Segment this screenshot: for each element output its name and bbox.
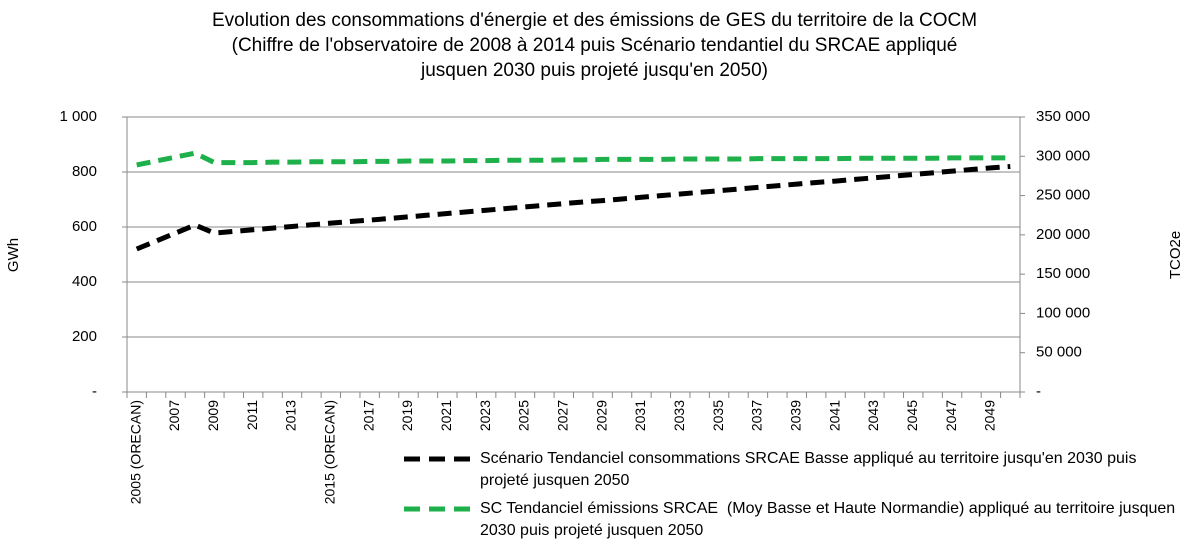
x-tick-label: 2027 — [554, 400, 570, 431]
title-line: Evolution des consommations d'énergie et… — [211, 10, 978, 31]
title-line: jusquen 2030 puis projeté jusqu'en 2050) — [421, 60, 768, 81]
y-tick-label: 200 — [72, 328, 97, 345]
x-tick-label: 2007 — [166, 400, 182, 431]
title-line: (Chiffre de l'observatoire de 2008 à 201… — [231, 35, 958, 56]
legend-swatch — [404, 456, 476, 462]
x-tick-label: 2029 — [593, 400, 609, 431]
x-tick-label: 2021 — [438, 400, 454, 431]
x-tick-label: 2037 — [749, 400, 765, 431]
y-axis-label: GWh — [5, 238, 22, 272]
legend-label: SC Tendanciel émissions SRCAE (Moy Basse… — [480, 500, 1180, 539]
x-tick-label: 2039 — [787, 400, 803, 431]
y2-tick-label: - — [1036, 383, 1041, 400]
y-tick-label: - — [92, 383, 97, 400]
x-tick-label: 2025 — [516, 400, 532, 431]
y-tick-label: 600 — [72, 218, 97, 235]
legend-item: SC Tendanciel émissions SRCAE (Moy Basse… — [400, 498, 1185, 542]
chart-title: Evolution des consommations d'énergie et… — [0, 8, 1189, 83]
x-tick-label: 2015 (ORECAN) — [322, 400, 338, 504]
legend-swatch — [404, 506, 476, 512]
y2-tick-label: 200 000 — [1036, 226, 1090, 243]
y2-tick-label: 350 000 — [1036, 108, 1090, 125]
x-tick-label: 2031 — [632, 400, 648, 431]
x-tick-label: 2049 — [982, 400, 998, 431]
x-tick-label: 2017 — [360, 400, 376, 431]
x-tick-label: 2041 — [826, 400, 842, 431]
y2-tick-label: 250 000 — [1036, 187, 1090, 204]
y-tick-label: 400 — [72, 273, 97, 290]
x-tick-label: 2005 (ORECAN) — [127, 400, 143, 504]
x-tick-label: 2013 — [283, 400, 299, 431]
legend-item: Scénario Tendanciel consommations SRCAE … — [400, 448, 1185, 492]
y-tick-label: 800 — [72, 163, 97, 180]
x-tick-label: 2019 — [399, 400, 415, 431]
y2-tick-label: 150 000 — [1036, 265, 1090, 282]
series-line — [136, 150, 1011, 168]
y-tick-label: 1 000 — [59, 108, 97, 125]
x-tick-label: 2009 — [205, 400, 221, 431]
x-tick-label: 2035 — [710, 400, 726, 431]
y2-tick-label: 300 000 — [1036, 147, 1090, 164]
x-tick-label: 2043 — [865, 400, 881, 431]
y2-axis-label: TCO2e — [1167, 231, 1184, 279]
x-tick-label: 2023 — [477, 400, 493, 431]
y2-tick-label: 50 000 — [1036, 344, 1082, 361]
legend-label: Scénario Tendanciel consommations SRCAE … — [480, 450, 1141, 489]
legend: Scénario Tendanciel consommations SRCAE … — [400, 448, 1185, 548]
y2-tick-label: 100 000 — [1036, 304, 1090, 321]
series-line — [135, 164, 1011, 252]
x-tick-label: 2047 — [943, 400, 959, 431]
x-tick-label: 2011 — [244, 400, 260, 430]
x-tick-label: 2045 — [904, 400, 920, 431]
x-tick-label: 2033 — [671, 400, 687, 431]
